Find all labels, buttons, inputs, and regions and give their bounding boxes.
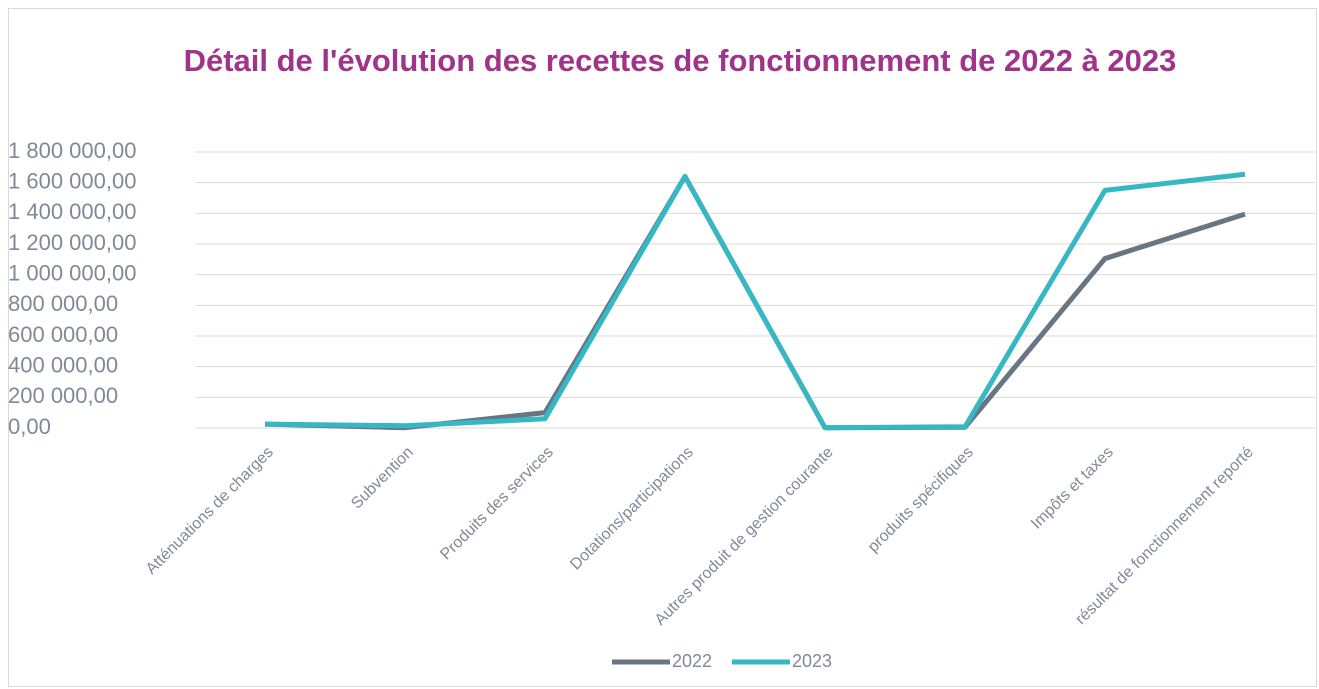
- legend-label: 2023: [792, 651, 832, 671]
- chart-title: Détail de l'évolution des recettes de fo…: [183, 43, 1177, 78]
- x-tick-label: Impôts et taxes: [1028, 444, 1117, 533]
- x-tick-label: Atténuations de charges: [143, 444, 277, 578]
- y-tick-label: 1 200 000,00: [8, 230, 136, 255]
- y-tick-label: 400 000,00: [8, 352, 118, 377]
- y-tick-label: 600 000,00: [8, 322, 118, 347]
- x-tick-label: Produits des services: [437, 444, 557, 564]
- y-tick-label: 0,00: [8, 414, 51, 439]
- x-tick-label: Subvention: [348, 444, 417, 513]
- y-tick-label: 200 000,00: [8, 383, 118, 408]
- y-tick-label: 1 400 000,00: [8, 199, 136, 224]
- x-tick-label: Dotations/participations: [567, 444, 697, 574]
- y-tick-label: 800 000,00: [8, 291, 118, 316]
- y-tick-label: 1 800 000,00: [8, 138, 136, 163]
- legend-label: 2022: [672, 651, 712, 671]
- y-tick-label: 1 600 000,00: [8, 168, 136, 193]
- x-tick-label: produits spécifiques: [865, 444, 977, 556]
- chart-border: [8, 8, 1317, 687]
- y-tick-label: 1 000 000,00: [8, 260, 136, 285]
- line-series: [264, 171, 1246, 431]
